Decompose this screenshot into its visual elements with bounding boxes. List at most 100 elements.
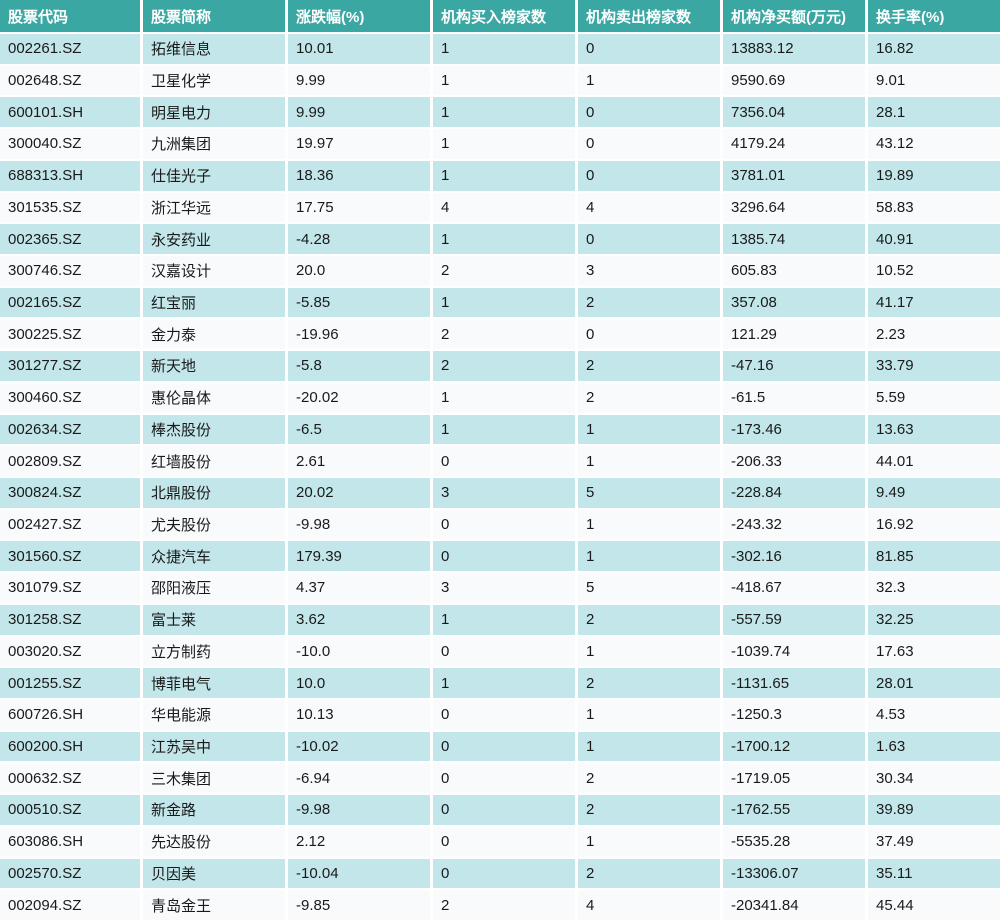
table-cell-change-percent: 9.99 <box>288 65 430 96</box>
table-cell-stock-name: 富士莱 <box>143 604 285 635</box>
table-cell-stock-name: 新天地 <box>143 351 285 381</box>
table-cell-stock-name: 北鼎股份 <box>143 477 285 508</box>
table-cell-stock-name: 邵阳液压 <box>143 573 285 603</box>
table-cell-stock-code: 002809.SZ <box>0 446 140 476</box>
table-cell-inst-net-buy-amount: -228.84 <box>723 477 865 508</box>
table-cell-turnover-rate: 19.89 <box>868 160 1000 191</box>
table-cell-inst-buy-count: 1 <box>433 668 575 698</box>
column-header-inst-sell-count: 机构卖出榜家数 <box>578 0 720 32</box>
table-cell-inst-buy-count: 0 <box>433 541 575 572</box>
table-cell-inst-net-buy-amount: 3781.01 <box>723 160 865 191</box>
table-cell-change-percent: -5.85 <box>288 287 430 318</box>
table-cell-change-percent: -9.98 <box>288 509 430 540</box>
table-cell-turnover-rate: 9.49 <box>868 477 1000 508</box>
table-cell-inst-sell-count: 0 <box>578 319 720 350</box>
table-cell-turnover-rate: 16.82 <box>868 34 1000 64</box>
table-cell-inst-sell-count: 5 <box>578 477 720 508</box>
table-cell-inst-buy-count: 1 <box>433 97 575 128</box>
table-cell-inst-net-buy-amount: -418.67 <box>723 573 865 603</box>
table-cell-inst-net-buy-amount: -1700.12 <box>723 731 865 762</box>
table-cell-turnover-rate: 37.49 <box>868 826 1000 857</box>
table-cell-inst-buy-count: 3 <box>433 573 575 603</box>
table-cell-turnover-rate: 41.17 <box>868 287 1000 318</box>
table-cell-turnover-rate: 4.53 <box>868 699 1000 730</box>
table-cell-stock-name: 永安药业 <box>143 224 285 254</box>
table-cell-inst-buy-count: 0 <box>433 858 575 889</box>
table-cell-inst-net-buy-amount: -47.16 <box>723 351 865 381</box>
table-cell-inst-buy-count: 0 <box>433 731 575 762</box>
table-cell-change-percent: -19.96 <box>288 319 430 350</box>
table-cell-inst-sell-count: 2 <box>578 287 720 318</box>
table-cell-inst-net-buy-amount: -1719.05 <box>723 763 865 794</box>
table-cell-stock-name: 先达股份 <box>143 826 285 857</box>
table-cell-inst-sell-count: 2 <box>578 763 720 794</box>
table-cell-inst-buy-count: 2 <box>433 255 575 286</box>
table-cell-stock-code: 002634.SZ <box>0 414 140 445</box>
table-cell-stock-name: 浙江华远 <box>143 192 285 223</box>
table-cell-stock-name: 卫星化学 <box>143 65 285 96</box>
table-cell-stock-code: 301560.SZ <box>0 541 140 572</box>
table-cell-turnover-rate: 40.91 <box>868 224 1000 254</box>
table-cell-turnover-rate: 32.25 <box>868 604 1000 635</box>
table-cell-inst-buy-count: 0 <box>433 699 575 730</box>
table-cell-inst-net-buy-amount: -13306.07 <box>723 858 865 889</box>
table-cell-change-percent: 20.0 <box>288 255 430 286</box>
table-cell-turnover-rate: 28.1 <box>868 97 1000 128</box>
table-cell-inst-buy-count: 4 <box>433 192 575 223</box>
table-cell-stock-name: 金力泰 <box>143 319 285 350</box>
table-cell-change-percent: 18.36 <box>288 160 430 191</box>
table-cell-inst-net-buy-amount: 3296.64 <box>723 192 865 223</box>
table-cell-turnover-rate: 2.23 <box>868 319 1000 350</box>
table-cell-change-percent: -6.5 <box>288 414 430 445</box>
table-cell-turnover-rate: 28.01 <box>868 668 1000 698</box>
table-cell-change-percent: 19.97 <box>288 129 430 159</box>
table-cell-inst-sell-count: 4 <box>578 890 720 920</box>
table-cell-turnover-rate: 58.83 <box>868 192 1000 223</box>
table-cell-inst-net-buy-amount: -1039.74 <box>723 636 865 667</box>
table-cell-stock-code: 688313.SH <box>0 160 140 191</box>
table-cell-inst-buy-count: 2 <box>433 351 575 381</box>
table-cell-inst-buy-count: 2 <box>433 890 575 920</box>
table-cell-change-percent: 2.12 <box>288 826 430 857</box>
table-cell-stock-name: 仕佳光子 <box>143 160 285 191</box>
table-cell-change-percent: 179.39 <box>288 541 430 572</box>
table-cell-stock-name: 三木集团 <box>143 763 285 794</box>
table-cell-inst-sell-count: 1 <box>578 65 720 96</box>
table-cell-inst-net-buy-amount: 9590.69 <box>723 65 865 96</box>
table-cell-inst-buy-count: 2 <box>433 319 575 350</box>
table-cell-inst-buy-count: 1 <box>433 129 575 159</box>
table-cell-stock-code: 600101.SH <box>0 97 140 128</box>
table-cell-inst-sell-count: 2 <box>578 351 720 381</box>
table-cell-inst-net-buy-amount: 121.29 <box>723 319 865 350</box>
table-cell-inst-buy-count: 1 <box>433 382 575 413</box>
table-cell-inst-sell-count: 3 <box>578 255 720 286</box>
table-cell-turnover-rate: 5.59 <box>868 382 1000 413</box>
table-cell-stock-code: 600200.SH <box>0 731 140 762</box>
table-cell-turnover-rate: 32.3 <box>868 573 1000 603</box>
table-cell-inst-buy-count: 1 <box>433 287 575 318</box>
table-cell-stock-name: 汉嘉设计 <box>143 255 285 286</box>
table-cell-inst-sell-count: 1 <box>578 414 720 445</box>
table-cell-inst-sell-count: 1 <box>578 541 720 572</box>
table-cell-change-percent: 20.02 <box>288 477 430 508</box>
table-cell-change-percent: 9.99 <box>288 97 430 128</box>
table-cell-stock-code: 301535.SZ <box>0 192 140 223</box>
table-cell-stock-name: 明星电力 <box>143 97 285 128</box>
column-header-stock-name: 股票简称 <box>143 0 285 32</box>
table-cell-inst-buy-count: 0 <box>433 509 575 540</box>
table-cell-stock-code: 600726.SH <box>0 699 140 730</box>
table-cell-stock-name: 立方制药 <box>143 636 285 667</box>
table-cell-inst-sell-count: 1 <box>578 826 720 857</box>
table-cell-change-percent: -9.85 <box>288 890 430 920</box>
table-cell-inst-buy-count: 0 <box>433 826 575 857</box>
table-cell-change-percent: -10.02 <box>288 731 430 762</box>
table-cell-inst-net-buy-amount: -5535.28 <box>723 826 865 857</box>
table-cell-stock-code: 002261.SZ <box>0 34 140 64</box>
table-cell-turnover-rate: 17.63 <box>868 636 1000 667</box>
table-cell-inst-buy-count: 0 <box>433 446 575 476</box>
table-cell-inst-sell-count: 0 <box>578 129 720 159</box>
table-cell-stock-code: 603086.SH <box>0 826 140 857</box>
table-cell-turnover-rate: 45.44 <box>868 890 1000 920</box>
